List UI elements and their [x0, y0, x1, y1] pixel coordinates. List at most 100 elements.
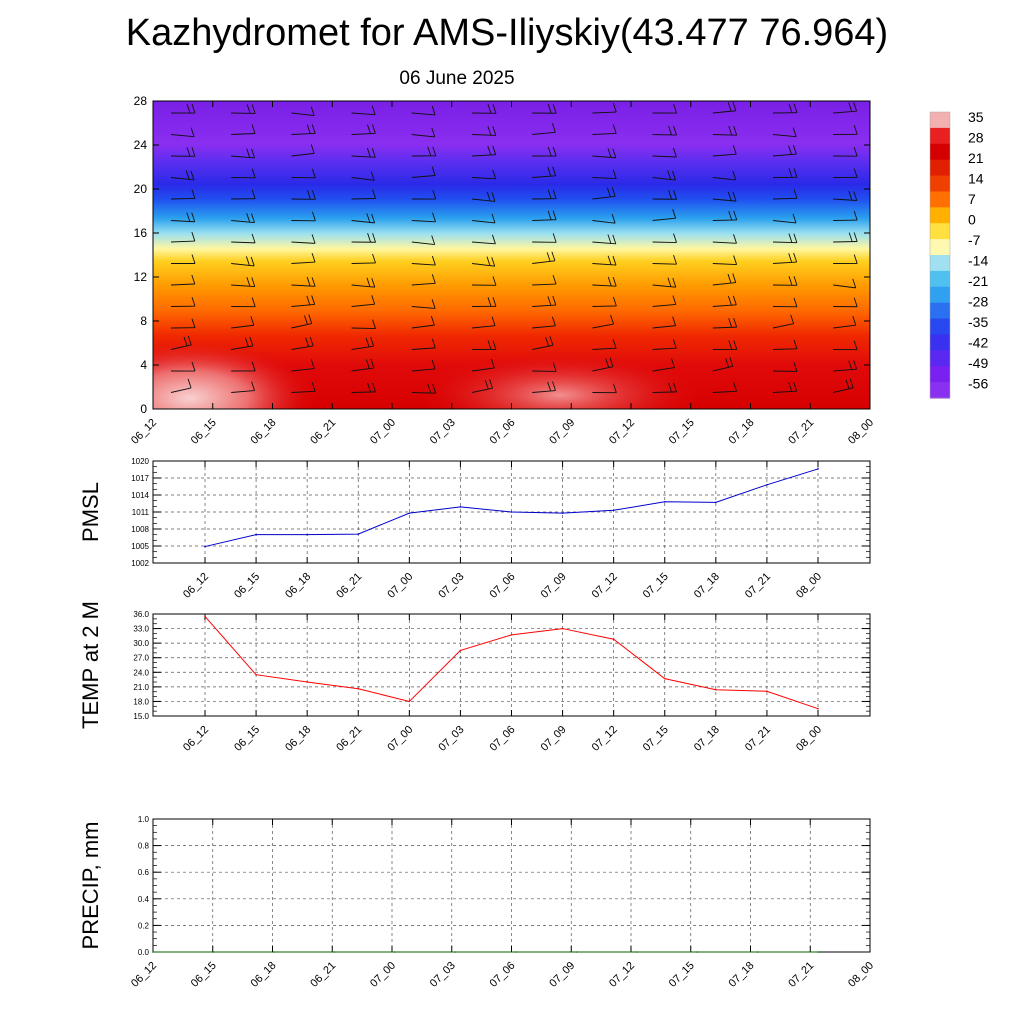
wind-barb-feather	[611, 187, 616, 197]
wind-barb-feather	[191, 147, 196, 157]
wind-barb-feather	[547, 296, 552, 306]
wind-barb-feather	[853, 125, 858, 135]
wind-barb-feather	[610, 314, 614, 325]
colorbar-segment	[930, 350, 950, 367]
x-tick-label: 06_15	[189, 960, 219, 990]
wind-barb-feather	[251, 148, 255, 159]
profile-x-tick-label: 07_09	[547, 417, 577, 447]
wind-barb-feather	[673, 103, 678, 114]
wind-barb-feather	[852, 278, 857, 289]
wind-barb-feather	[492, 169, 497, 179]
wind-barb-shaft	[351, 198, 376, 200]
wind-barb-feather	[492, 145, 497, 155]
wind-barb-shaft	[231, 345, 253, 350]
wind-barb-feather	[190, 127, 195, 137]
x-tick-label: 07_03	[436, 571, 466, 601]
wind-barb-feather	[727, 273, 732, 284]
wind-barb-feather	[728, 340, 733, 350]
wind-barb-feather	[191, 103, 196, 114]
chart-title: Kazhydromet for AMS-Iliyskiy(43.477 76.9…	[125, 12, 889, 54]
wind-barb-feather	[492, 340, 497, 350]
profile-x-tick-label: 06_15	[189, 417, 219, 447]
profile-y-tick-label: 20	[134, 182, 148, 196]
wind-barb-feather	[547, 210, 552, 221]
wind-barb-shaft	[170, 344, 192, 350]
wind-barb-feather	[792, 213, 797, 224]
wind-barb-feather	[793, 168, 798, 178]
wind-barb-feather	[487, 104, 492, 114]
wind-barb-feather	[246, 104, 251, 114]
wind-barb-feather	[431, 166, 436, 176]
y-tick-label: 1002	[131, 559, 149, 568]
wind-barb-shaft	[351, 155, 376, 158]
x-tick-label: 06_18	[283, 571, 313, 601]
wind-barb-shaft	[772, 134, 797, 138]
series-point	[394, 951, 396, 953]
profile-y-tick-label: 4	[140, 358, 147, 372]
wind-barb-shaft	[170, 283, 195, 286]
wind-barb-feather	[848, 232, 853, 242]
series-point	[715, 688, 717, 691]
wind-barb-shaft	[532, 175, 556, 178]
wind-barb-feather	[732, 145, 737, 155]
wind-barb-feather	[853, 254, 858, 264]
wind-barb-feather	[310, 359, 315, 369]
wind-barb-shaft	[532, 390, 556, 393]
wind-barb-feather	[853, 168, 858, 178]
wind-barb-shaft	[231, 390, 255, 393]
wind-barb-feather	[672, 170, 676, 181]
wind-barb-shaft	[592, 195, 616, 200]
wind-barb-shaft	[411, 347, 436, 350]
wind-barb-feather	[186, 212, 191, 222]
x-tick-label: 07_15	[641, 571, 671, 601]
wind-barb-shaft	[351, 220, 375, 224]
wind-barb-feather	[725, 358, 730, 368]
panel-frame	[152, 460, 871, 564]
wind-barb-feather	[191, 212, 196, 222]
wind-barb-shaft	[411, 263, 436, 266]
wind-barb-feather	[432, 384, 437, 394]
wind-barb-shaft	[351, 132, 376, 135]
wind-barb-feather	[487, 126, 492, 136]
wind-barb-feather	[185, 170, 190, 180]
x-tick-label: 08_00	[794, 571, 824, 601]
wind-barb-shaft	[170, 220, 195, 223]
wind-barb-feather	[612, 296, 617, 307]
wind-barb-feather	[251, 168, 256, 178]
wind-barb-feather	[306, 190, 311, 200]
wind-barb-feather	[305, 337, 310, 347]
y-axis-label: TEMP at 2 M	[78, 601, 103, 729]
wind-barb-shaft	[652, 134, 677, 136]
wind-barb-feather	[732, 170, 737, 181]
x-tick-label: 07_15	[641, 724, 671, 754]
colorbar-segment	[930, 334, 950, 351]
series-point	[204, 545, 206, 548]
wind-barb-feather	[845, 379, 850, 389]
y-tick-label: 21.0	[133, 683, 149, 692]
wind-barb-feather	[371, 213, 376, 224]
profile-y-tick-label: 0	[140, 402, 147, 416]
wind-barb-shaft	[170, 134, 195, 138]
wind-barb-shaft	[291, 390, 316, 393]
series-point	[255, 673, 257, 676]
wind-barb-feather	[487, 297, 492, 307]
wind-barb-feather	[793, 252, 798, 263]
wind-barb-feather	[186, 147, 191, 157]
wind-barb-shaft	[833, 387, 854, 393]
wind-barb-feather	[372, 319, 376, 329]
wind-barb-feather	[607, 255, 612, 265]
colorbar-segment	[930, 159, 950, 177]
wind-barb-feather	[486, 256, 491, 266]
wind-barb-shaft	[652, 391, 677, 393]
wind-barb-feather	[484, 379, 489, 390]
profile-y-tick-label: 24	[134, 138, 148, 152]
x-tick-label: 06_21	[308, 960, 338, 990]
x-tick-label: 07_00	[385, 571, 415, 601]
wind-barb-feather	[673, 125, 677, 136]
wind-barb-shaft	[411, 134, 435, 138]
wind-barb-feather	[853, 232, 858, 242]
x-tick-label: 07_06	[488, 960, 518, 990]
series-point	[408, 700, 411, 703]
series-point	[306, 533, 308, 536]
wind-barb-feather	[308, 314, 313, 324]
